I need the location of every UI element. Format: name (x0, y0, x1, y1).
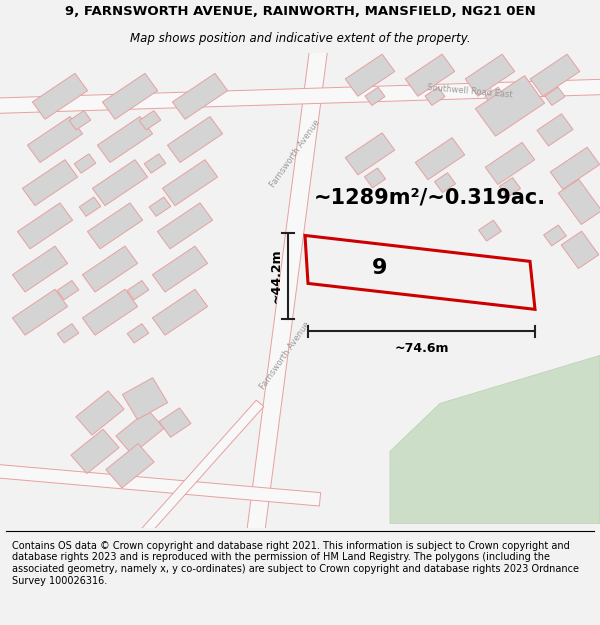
Polygon shape (544, 225, 566, 246)
Polygon shape (485, 87, 505, 106)
Polygon shape (246, 38, 329, 539)
Polygon shape (71, 429, 119, 474)
Polygon shape (364, 168, 386, 187)
Polygon shape (127, 281, 149, 300)
Polygon shape (149, 197, 171, 216)
Text: ~74.6m: ~74.6m (394, 342, 449, 355)
Polygon shape (122, 378, 167, 419)
Polygon shape (159, 408, 191, 437)
Polygon shape (434, 173, 455, 192)
Polygon shape (17, 203, 73, 249)
Polygon shape (32, 73, 88, 119)
Polygon shape (88, 203, 143, 249)
Polygon shape (0, 79, 600, 114)
Polygon shape (537, 114, 573, 146)
Polygon shape (465, 54, 515, 96)
Polygon shape (475, 76, 545, 136)
Polygon shape (97, 116, 152, 162)
Polygon shape (82, 246, 137, 292)
Polygon shape (157, 203, 212, 249)
Text: Contains OS data © Crown copyright and database right 2021. This information is : Contains OS data © Crown copyright and d… (12, 541, 579, 586)
Polygon shape (499, 177, 521, 198)
Polygon shape (69, 111, 91, 130)
Polygon shape (479, 220, 502, 241)
Polygon shape (74, 154, 96, 173)
Polygon shape (92, 160, 148, 206)
Polygon shape (106, 444, 154, 488)
Polygon shape (28, 116, 83, 162)
Polygon shape (152, 246, 208, 292)
Polygon shape (345, 133, 395, 175)
Polygon shape (13, 289, 68, 335)
Polygon shape (0, 464, 320, 506)
Text: Map shows position and indicative extent of the property.: Map shows position and indicative extent… (130, 32, 470, 45)
Polygon shape (127, 324, 149, 343)
Polygon shape (345, 54, 395, 96)
Polygon shape (530, 54, 580, 96)
Polygon shape (163, 160, 218, 206)
Polygon shape (167, 116, 223, 162)
Polygon shape (485, 142, 535, 184)
Polygon shape (545, 87, 565, 106)
Text: Farnsworth Avenue: Farnsworth Avenue (268, 118, 322, 189)
Polygon shape (103, 73, 158, 119)
Polygon shape (144, 154, 166, 173)
Polygon shape (136, 400, 264, 541)
Polygon shape (57, 324, 79, 343)
Polygon shape (558, 179, 600, 224)
Text: Southwell Road East: Southwell Road East (427, 83, 513, 100)
Polygon shape (152, 289, 208, 335)
Polygon shape (13, 246, 68, 292)
Polygon shape (390, 356, 600, 523)
Polygon shape (76, 391, 124, 435)
Text: ~1289m²/~0.319ac.: ~1289m²/~0.319ac. (314, 187, 546, 207)
Polygon shape (405, 54, 455, 96)
Polygon shape (82, 289, 137, 335)
Text: 9: 9 (372, 258, 387, 278)
Polygon shape (425, 87, 445, 106)
Polygon shape (57, 281, 79, 300)
Polygon shape (116, 410, 164, 454)
Polygon shape (550, 148, 600, 189)
Polygon shape (22, 160, 77, 206)
Text: ~44.2m: ~44.2m (269, 249, 283, 303)
Polygon shape (172, 73, 227, 119)
Text: Farnsworth Avenue: Farnsworth Avenue (258, 320, 312, 391)
Polygon shape (365, 87, 385, 106)
Polygon shape (79, 197, 101, 216)
Polygon shape (139, 111, 161, 130)
Text: 9, FARNSWORTH AVENUE, RAINWORTH, MANSFIELD, NG21 0EN: 9, FARNSWORTH AVENUE, RAINWORTH, MANSFIE… (65, 5, 535, 18)
Polygon shape (561, 231, 599, 269)
Polygon shape (415, 138, 465, 180)
